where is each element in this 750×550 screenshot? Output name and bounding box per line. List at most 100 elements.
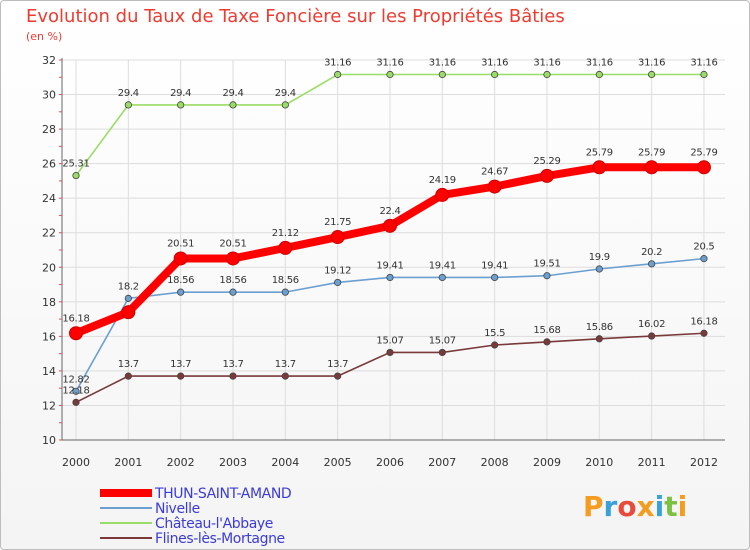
data-label: 20.51 — [167, 238, 194, 249]
series-point — [72, 171, 80, 180]
data-label: 12.18 — [62, 385, 89, 396]
grid — [62, 59, 725, 441]
series-point — [281, 101, 289, 109]
data-label: 13.7 — [327, 359, 348, 370]
series-point — [173, 251, 188, 266]
data-label: 12.82 — [62, 374, 89, 385]
series-point — [435, 187, 450, 202]
series-point — [177, 288, 185, 296]
legend-label: Nivelle — [155, 501, 200, 517]
data-label: 13.7 — [170, 359, 191, 370]
data-label: 19.9 — [589, 252, 610, 263]
brand-logo: Proxiti — [583, 490, 687, 523]
series-point — [386, 348, 394, 357]
y-tick-label: 26 — [42, 158, 56, 171]
data-label: 18.56 — [219, 275, 246, 286]
brand-letter: t — [664, 490, 677, 523]
data-label: 19.12 — [324, 265, 351, 276]
series-point — [491, 70, 499, 79]
y-tick-label: 18 — [42, 296, 56, 309]
y-tick-label: 24 — [42, 192, 56, 205]
series-point — [438, 348, 446, 357]
x-tick-label: 2007 — [428, 456, 456, 469]
data-label: 18.56 — [167, 275, 194, 286]
series-point — [543, 338, 551, 346]
data-label: 13.7 — [118, 359, 139, 370]
y-tick-label: 30 — [42, 89, 56, 102]
x-tick-label: 2010 — [585, 456, 613, 469]
series-point — [177, 101, 185, 109]
series-point — [491, 341, 499, 349]
series-point — [225, 251, 240, 266]
data-label: 15.86 — [586, 322, 613, 333]
series-point — [72, 398, 80, 406]
series-point — [438, 70, 446, 79]
x-tick-label: 2001 — [114, 456, 142, 469]
legend-label: THUN-SAINT-AMAND — [154, 486, 291, 502]
brand-letter: r — [604, 490, 618, 523]
series — [69, 70, 711, 406]
x-tick-label: 2005 — [324, 456, 352, 469]
x-tick-label: 2008 — [481, 456, 509, 469]
data-label: 29.4 — [170, 88, 191, 99]
y-tick-label: 32 — [42, 54, 56, 67]
series-point — [229, 101, 237, 109]
series-point — [592, 160, 607, 175]
y-tick-label: 20 — [42, 261, 56, 274]
data-label: 15.68 — [533, 325, 560, 336]
series-point — [644, 160, 659, 175]
data-label: 25.79 — [638, 147, 665, 158]
data-label: 15.07 — [429, 335, 456, 346]
series-0 — [69, 160, 711, 341]
brand-letter: i — [678, 490, 688, 523]
data-label: 31.16 — [586, 58, 613, 69]
series-point — [438, 273, 446, 282]
series-point — [72, 387, 80, 395]
x-tick-label: 2009 — [533, 456, 561, 469]
series-point — [487, 179, 502, 194]
series-point — [229, 372, 237, 380]
data-label: 20.5 — [693, 242, 714, 253]
data-label: 31.16 — [481, 58, 508, 69]
data-label: 13.7 — [275, 359, 296, 370]
data-label: 31.16 — [324, 58, 351, 69]
data-label: 16.18 — [690, 316, 717, 327]
series-point — [334, 372, 342, 380]
data-label: 25.31 — [62, 159, 89, 170]
data-label: 24.67 — [481, 167, 508, 178]
data-label: 19.41 — [481, 260, 508, 271]
series-point — [281, 288, 289, 296]
y-tick-label: 16 — [42, 330, 56, 343]
data-label: 19.41 — [429, 260, 456, 271]
data-label: 20.2 — [641, 247, 662, 258]
data-label: 25.79 — [690, 147, 717, 158]
series-point — [491, 273, 499, 282]
series-point — [330, 230, 345, 245]
data-label: 18.2 — [118, 281, 139, 292]
legend-label: Château-l'Abbaye — [155, 516, 273, 532]
data-label: 19.51 — [533, 259, 560, 270]
brand-wordmark: Proxiti — [583, 490, 687, 523]
data-label: 29.4 — [222, 88, 243, 99]
data-label: 21.12 — [272, 228, 299, 239]
data-label: 31.16 — [376, 58, 403, 69]
series-point — [595, 265, 603, 273]
x-tick-label: 2003 — [219, 456, 247, 469]
data-label: 13.7 — [222, 359, 243, 370]
brand-letter: P — [583, 490, 604, 523]
series-point — [386, 70, 394, 79]
data-labels: 16.18 20.51 20.51 21.12 21.75 22.4 24.19 24.67 2… — [62, 58, 717, 397]
series-point — [543, 70, 551, 79]
series-point — [121, 305, 136, 320]
series-point — [69, 326, 83, 341]
chart-subtitle: (en %) — [26, 30, 62, 43]
series-1 — [72, 255, 708, 395]
series-point — [281, 372, 289, 380]
data-label: 31.16 — [429, 58, 456, 69]
data-label: 15.07 — [376, 335, 403, 346]
data-label: 18.56 — [272, 275, 299, 286]
x-tick-label: 2000 — [62, 456, 90, 469]
data-label: 31.16 — [533, 58, 560, 69]
